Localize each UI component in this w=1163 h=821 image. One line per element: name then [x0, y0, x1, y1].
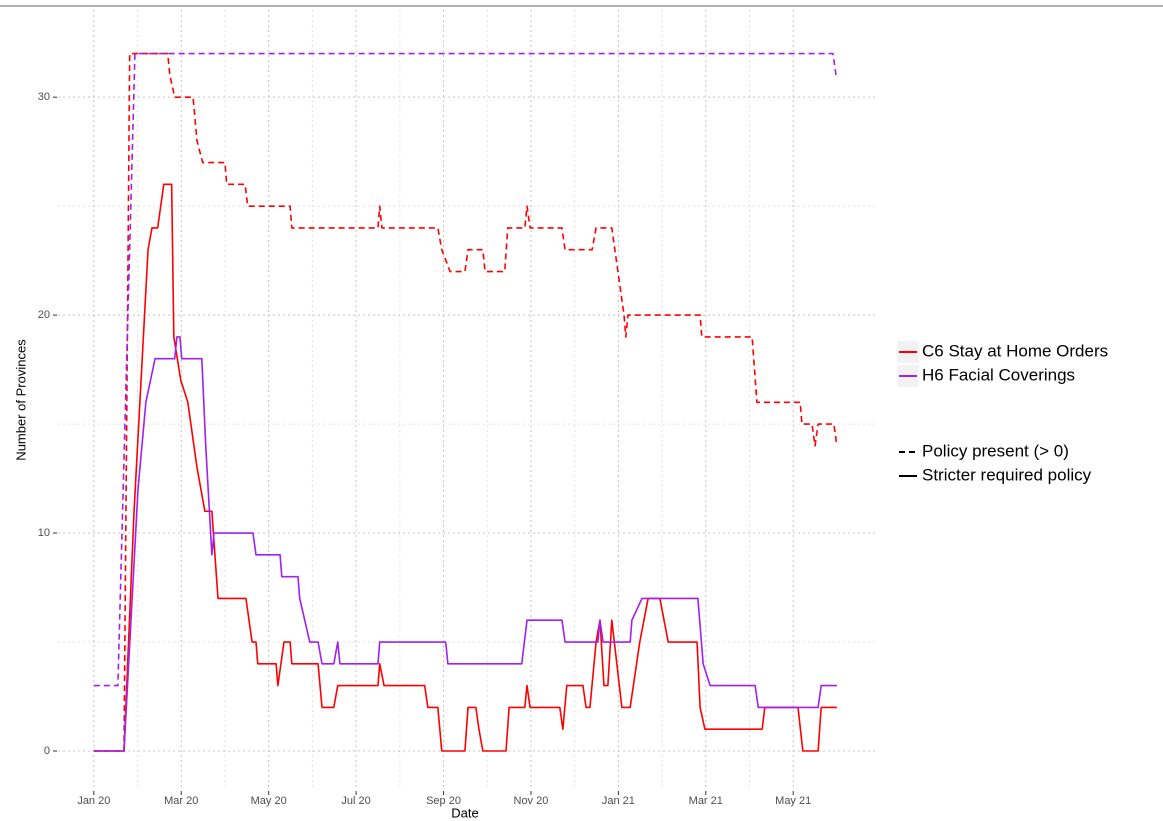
x-tick-label: Jul 20 — [341, 795, 370, 807]
legend-label: Stricter required policy — [922, 465, 1092, 484]
y-tick-label: 30 — [38, 91, 50, 103]
grid — [58, 10, 878, 790]
x-tick-label: May 21 — [775, 795, 811, 807]
legend-label: H6 Facial Coverings — [922, 365, 1075, 384]
x-tick-label: Nov 20 — [514, 795, 549, 807]
x-tick-label: Mar 21 — [689, 795, 723, 807]
x-tick-label: Jan 21 — [602, 795, 635, 807]
legend-label: C6 Stay at Home Orders — [922, 341, 1108, 360]
y-tick-label: 20 — [38, 309, 50, 321]
series-line — [93, 52, 837, 687]
x-tick-label: Mar 20 — [164, 795, 198, 807]
x-tick-label: Jan 20 — [77, 795, 110, 807]
series-line — [93, 52, 838, 752]
x-tick-label: May 20 — [251, 795, 287, 807]
series-line — [93, 336, 837, 752]
y-axis-title: Number of Provinces — [13, 339, 28, 461]
legend-label: Policy present (> 0) — [922, 441, 1069, 460]
x-axis-title: Date — [451, 805, 478, 820]
x-tick-label: Sep 20 — [426, 795, 461, 807]
y-tick-label: 10 — [38, 527, 50, 539]
y-tick-label: 0 — [44, 745, 50, 757]
